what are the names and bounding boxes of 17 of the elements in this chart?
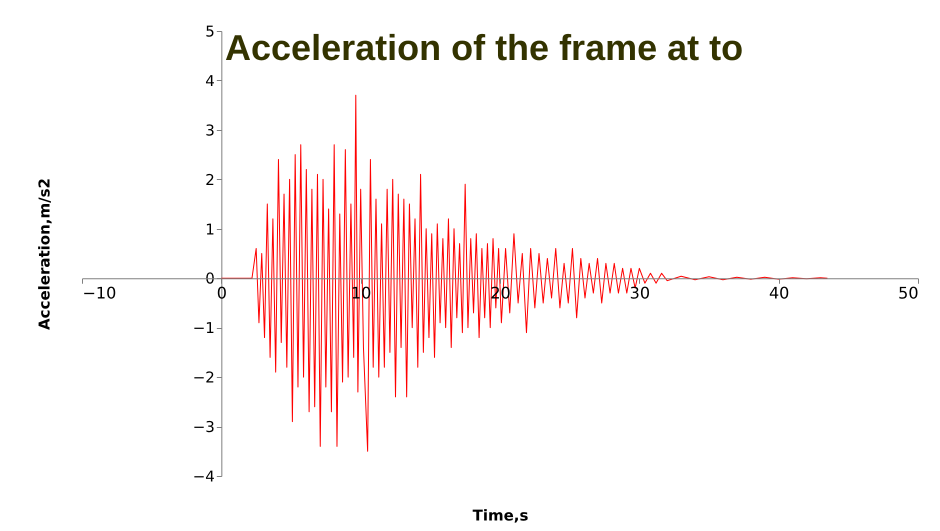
- y-tick-label: 0: [205, 270, 215, 288]
- y-tick-label: 3: [205, 121, 215, 140]
- y-tick-label: 2: [205, 170, 215, 189]
- x-tick-label: 30: [630, 284, 650, 303]
- y-tick-label: 5: [205, 22, 215, 40]
- y-tick-label: −4: [192, 468, 215, 486]
- y-tick-label: 4: [205, 72, 215, 90]
- x-axis-title: Time,s: [472, 506, 528, 524]
- x-tick-label: 40: [768, 284, 790, 303]
- y-tick-label: 1: [205, 220, 215, 238]
- chart-title: Acceleration of the frame at to: [225, 27, 744, 68]
- y-axis-title: Acceleration,m/s2: [36, 178, 54, 330]
- y-tick-label: −1: [192, 319, 215, 338]
- y-tick-label: −2: [192, 368, 215, 387]
- y-tick-label: −3: [192, 418, 215, 436]
- x-tick-label: −10: [82, 284, 116, 303]
- x-tick-label: 50: [898, 284, 918, 303]
